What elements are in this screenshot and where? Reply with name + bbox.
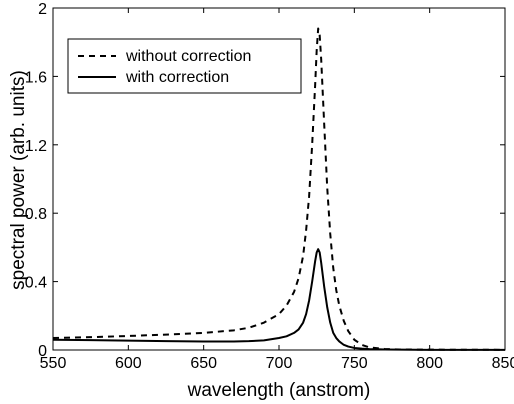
x-tick-label: 700 — [266, 355, 293, 372]
legend-label-without-correction: without correction — [125, 48, 251, 65]
x-tick-label: 750 — [341, 355, 368, 372]
x-tick-labels: 550 600 650 700 750 800 850 — [40, 355, 514, 372]
x-tick-label: 800 — [416, 355, 443, 372]
y-tick-label: 0.8 — [25, 206, 47, 223]
x-tick-label: 550 — [40, 355, 67, 372]
series-line-with-correction — [52, 248, 505, 351]
ticks-layer — [52, 7, 506, 351]
legend: without correction with correction — [67, 38, 302, 94]
legend-label-with-correction: with correction — [125, 69, 229, 86]
legend-box — [67, 38, 302, 94]
y-tick-label: 2 — [38, 1, 47, 18]
y-tick-label: 0 — [38, 343, 47, 360]
series-layer — [52, 27, 506, 351]
y-tick-label: 1.2 — [25, 138, 47, 155]
y-axis-label: spectral power (arb. units) — [8, 70, 29, 290]
y-tick-labels: 0 0.4 0.8 1.2 1.6 2 — [25, 1, 47, 360]
y-tick-label: 1.6 — [25, 69, 47, 86]
x-tick-label: 850 — [492, 355, 514, 372]
series-line-without-correction — [52, 27, 506, 351]
x-axis-label: wavelength (anstrom) — [187, 380, 371, 401]
x-tick-label: 600 — [115, 355, 142, 372]
y-tick-label: 0.4 — [25, 275, 47, 292]
x-tick-label: 650 — [190, 355, 217, 372]
